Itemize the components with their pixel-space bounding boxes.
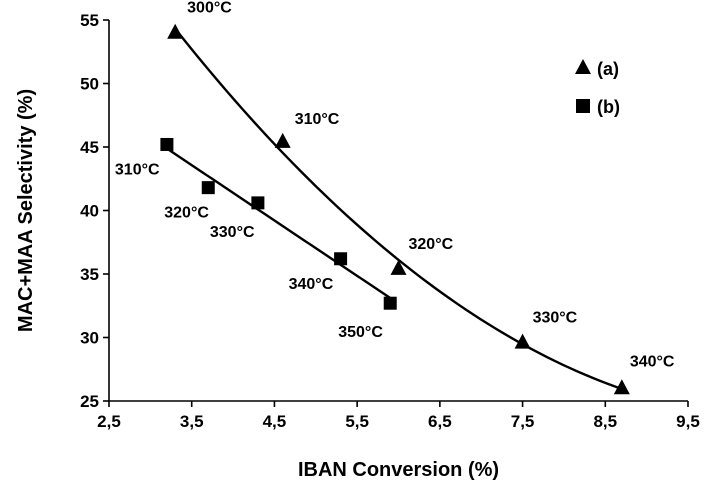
y-tick-label: 45	[80, 138, 99, 157]
legend-entry-label: (b)	[597, 97, 620, 117]
data-point-triangle	[274, 132, 291, 148]
point-annotations: 300°C310°C320°C330°C340°C310°C320°C330°C…	[115, 0, 675, 370]
data-point-square	[201, 181, 215, 195]
legend-entry-label: (a)	[597, 59, 619, 79]
data-label: 320°C	[164, 205, 209, 222]
data-point-square	[160, 137, 174, 151]
data-label: 340°C	[630, 353, 675, 370]
y-tick-label: 30	[80, 329, 99, 348]
y-tick-label: 55	[80, 11, 99, 30]
trendline-series-a	[174, 27, 623, 391]
data-label: 330°C	[210, 224, 255, 241]
data-point-square	[334, 252, 348, 266]
data-label: 300°C	[187, 0, 232, 17]
data-label: 350°C	[338, 324, 383, 341]
trendlines	[166, 27, 623, 391]
y-tick-label: 35	[80, 265, 99, 284]
data-label: 340°C	[289, 276, 334, 293]
x-tick-label: 7,5	[511, 412, 535, 431]
x-tick-label: 6,5	[428, 412, 452, 431]
y-tick-label: 40	[80, 202, 99, 221]
y-tick-label: 25	[80, 392, 99, 411]
data-point-triangle	[390, 259, 407, 275]
data-markers	[160, 23, 630, 395]
data-point-square	[251, 196, 265, 210]
x-tick-label: 5,5	[345, 412, 369, 431]
legend-marker-square	[576, 99, 590, 113]
data-label: 330°C	[533, 310, 578, 327]
x-tick-label: 4,5	[263, 412, 287, 431]
y-axis-label: MAC+MAA Selectivity (%)	[15, 89, 37, 332]
x-tick-label: 8,5	[593, 412, 617, 431]
data-point-triangle	[613, 379, 630, 395]
axes: 25 30 35 40 45 50 55 2,5 3,5 4,5 5,5 6,5 7,5 8,5 9,5 IB…	[15, 11, 700, 481]
x-tick-label: 2,5	[97, 412, 121, 431]
data-label: 310°C	[295, 111, 340, 128]
legend-marker-triangle	[575, 59, 591, 74]
data-label: 310°C	[115, 161, 160, 178]
plot-background	[109, 20, 688, 401]
data-point-square	[383, 296, 397, 310]
data-label: 320°C	[409, 236, 454, 253]
x-axis-label: IBAN Conversion (%)	[298, 459, 499, 481]
data-point-triangle	[167, 23, 184, 39]
x-tick-label: 3,5	[180, 412, 204, 431]
y-tick-label: 50	[80, 75, 99, 94]
legend: (a) (b)	[575, 59, 620, 117]
plot-area	[109, 20, 688, 401]
x-tick-label: 9,5	[676, 412, 700, 431]
data-point-triangle	[514, 333, 531, 349]
trendline-series-b	[166, 147, 391, 299]
